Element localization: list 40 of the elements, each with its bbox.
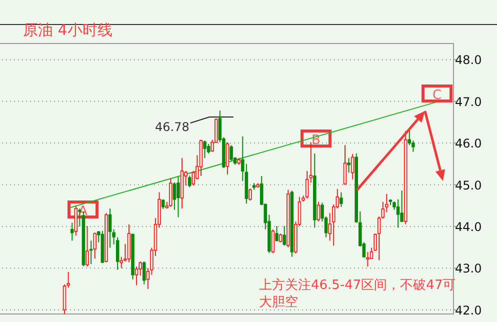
candlestick: [248, 188, 252, 202]
annotation: 上方关注46.5-47区间，不破47可大胆空: [259, 277, 456, 310]
candlestick: [89, 240, 93, 264]
candlestick: [169, 178, 172, 208]
candlestick: [108, 208, 112, 248]
candlestick: [206, 143, 210, 154]
candlestick: [396, 198, 400, 228]
y-tick-label: 44.0: [455, 220, 482, 234]
candlestick: [316, 201, 320, 222]
candlestick: [203, 140, 206, 159]
candlestick: [340, 192, 343, 208]
candlestick: [93, 232, 96, 260]
candlestick: [188, 175, 192, 188]
candlestick: [350, 153, 354, 180]
y-tick-label: 42.0: [455, 303, 482, 318]
y-tick-label: 45.0: [455, 178, 482, 192]
annotation: B: [312, 133, 320, 148]
candlestick: [275, 226, 278, 242]
candlestick: [230, 144, 233, 162]
candlestick: [347, 158, 350, 174]
candlestick: [142, 260, 146, 285]
candlestick: [282, 226, 286, 246]
candlestick: [134, 266, 138, 286]
candlestick: [62, 284, 66, 314]
y-tick-label: 46.0: [455, 136, 482, 151]
candlestick: [271, 228, 275, 254]
chart-title: 原油 4小时线: [23, 21, 112, 39]
candlestick: [226, 142, 230, 175]
candlestick: [305, 170, 309, 200]
annotation: 46.78: [155, 120, 190, 134]
candlestick: [343, 144, 347, 186]
candlestick: [86, 226, 89, 267]
y-tick-label: 47.0: [455, 94, 482, 109]
annotation: C: [432, 88, 442, 103]
y-tick-label: 43.0: [455, 262, 482, 276]
candlestick: [74, 206, 78, 236]
candlestick: [70, 222, 74, 242]
candlestick: [176, 176, 180, 218]
y-tick-label: 48.0: [455, 53, 482, 68]
candlestick: [366, 251, 370, 267]
